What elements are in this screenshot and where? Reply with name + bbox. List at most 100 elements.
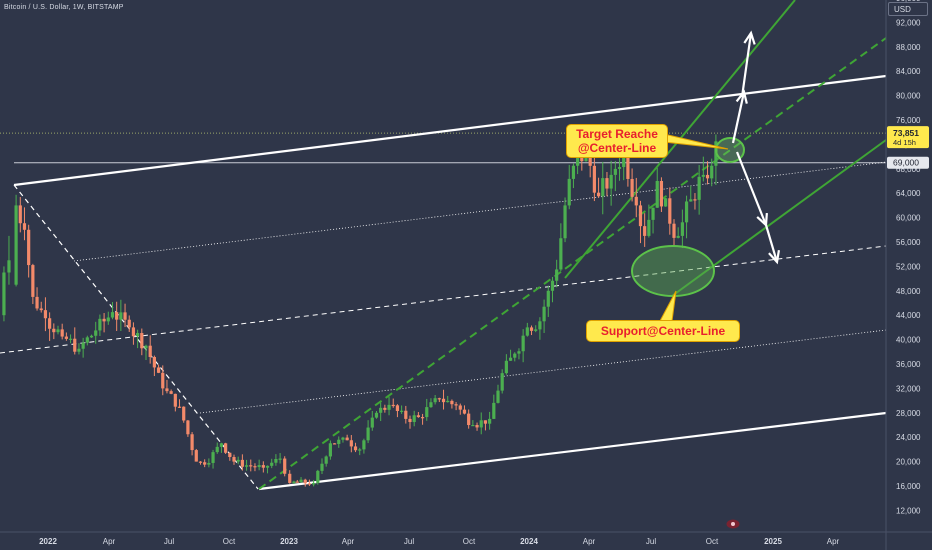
candle-body-60 (265, 465, 270, 468)
time-tick-label-3: Oct (223, 537, 236, 546)
time-tick-label-10: Jul (646, 537, 656, 546)
white-channel-lower (258, 411, 887, 491)
candle-body-76 (332, 443, 337, 445)
candle-body-31 (144, 345, 148, 349)
candle-body-3 (27, 229, 31, 266)
candle-body-21 (102, 318, 106, 322)
price-tick-label-13: 64,000 (896, 189, 921, 198)
price-tick-label-18: 84,000 (896, 67, 921, 76)
candle-body-20 (98, 318, 102, 331)
candle-body-142 (609, 174, 613, 189)
candle-body-9 (52, 328, 56, 333)
candle-body-5 (35, 296, 39, 309)
time-tick-label-11: Oct (706, 537, 719, 546)
candle-body-34 (156, 367, 161, 373)
support-annotation: Support@Center-Line (586, 320, 740, 342)
level-price-tag (887, 156, 929, 169)
candle-body-130 (559, 238, 563, 270)
candle-body-163 (697, 176, 701, 200)
arrow-up-2-head (743, 30, 756, 45)
candle-body-147 (630, 178, 634, 197)
candle-body-17 (85, 337, 89, 343)
candle-body-116 (500, 373, 504, 391)
candle-body-113 (488, 418, 492, 424)
candle-body-28 (131, 327, 136, 337)
white-channel-median (0, 245, 887, 354)
candle-body-83 (362, 440, 366, 450)
time-tick-label-0: 2022 (39, 537, 57, 546)
level-price-label: 69,000 (893, 158, 919, 168)
candle-body-85 (370, 417, 374, 428)
candle-body-1 (18, 205, 22, 224)
candle-body-86 (374, 412, 379, 418)
candle-body-105 (454, 404, 458, 406)
candle-body-51 (228, 452, 232, 458)
candle-body-0 (14, 205, 18, 285)
candle-body-124 (534, 329, 538, 331)
candle-body-138 (592, 165, 596, 193)
candle-body-25 (119, 312, 123, 320)
candle-body-148 (634, 196, 638, 206)
candle-body-23 (110, 312, 115, 318)
price-tick-label-21: 96,000 (896, 0, 921, 3)
currency-selector[interactable]: USD (888, 2, 928, 16)
target-annotation-line-2: @Center-Line (577, 141, 657, 155)
green-channel-lower (671, 139, 887, 297)
green-channel-median (258, 37, 887, 490)
countdown-label: 4d 15h (893, 138, 916, 147)
candle-body-45 (203, 462, 207, 465)
candle-body-121 (521, 335, 525, 352)
candle-body-109 (471, 425, 475, 427)
candle-body-103 (446, 400, 450, 403)
candle-body-126 (542, 306, 546, 322)
candle-body-79 (345, 437, 349, 441)
candle-body-64 (283, 458, 287, 474)
candle-body-164 (701, 174, 705, 177)
candle-body-95 (412, 415, 416, 423)
price-tick-label-8: 44,000 (896, 311, 921, 320)
candle-body-122 (525, 327, 529, 336)
candles (2, 134, 718, 487)
candle-body-38 (173, 393, 177, 407)
candle-body-44 (198, 461, 203, 463)
time-tick-label-4: 2023 (280, 537, 298, 546)
candle-body-49 (219, 443, 224, 447)
price-tick-label-17: 80,000 (896, 92, 921, 101)
candle-body-104 (450, 400, 454, 405)
candle-body-149 (638, 205, 643, 227)
candle-body-168 (2, 272, 6, 316)
candle-body-110 (475, 425, 479, 428)
candle-body-16 (81, 342, 85, 349)
candle-body-36 (165, 388, 169, 392)
time-tick-label-6: Jul (404, 537, 414, 546)
candle-body-145 (622, 150, 626, 168)
arrow-up-1-head (735, 89, 748, 104)
candle-body-7 (43, 310, 48, 319)
candle-body-139 (596, 192, 601, 197)
time-tick-label-5: Apr (342, 537, 355, 546)
candle-body-50 (224, 443, 228, 453)
candle-body-69 (303, 479, 307, 484)
candle-body-165 (705, 174, 710, 179)
candle-body-159 (680, 222, 684, 236)
candle-body-14 (73, 338, 77, 352)
candle-body-4 (31, 265, 35, 297)
candle-body-125 (538, 321, 542, 330)
candle-body-140 (601, 178, 605, 197)
candle-body-137 (588, 150, 592, 166)
white-channel-upper-quarter (73, 161, 887, 262)
candle-body-54 (240, 459, 244, 467)
candle-body-152 (651, 207, 655, 220)
candle-body-128 (550, 280, 555, 291)
target-highlight-ellipse (715, 137, 745, 163)
candle-body-143 (613, 168, 617, 175)
candle-body-71 (312, 482, 316, 485)
candle-body-39 (177, 406, 182, 408)
candle-body-146 (626, 150, 630, 179)
target-annotation-line-1: Target Reache (576, 127, 658, 141)
price-tick-label-19: 88,000 (896, 43, 921, 52)
candle-body-98 (425, 407, 429, 418)
price-tick-label-14: 68,000 (896, 165, 921, 174)
candle-body-101 (437, 398, 441, 400)
